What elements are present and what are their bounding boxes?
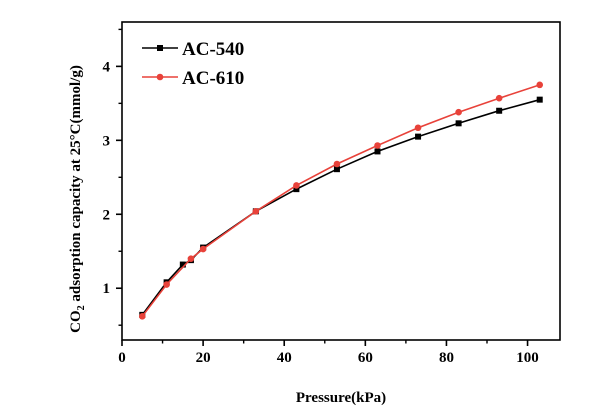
data-point-circle bbox=[495, 94, 503, 102]
data-point-circle bbox=[252, 208, 260, 215]
legend: AC-540 AC-610 bbox=[142, 39, 244, 89]
plot-border bbox=[121, 21, 561, 341]
data-point-square bbox=[179, 261, 186, 268]
x-axis-label: Pressure(kPa) bbox=[296, 390, 386, 406]
data-point-square bbox=[496, 107, 503, 114]
y-tick-label: 3 bbox=[103, 133, 111, 149]
y-tick-label: 2 bbox=[103, 207, 111, 223]
x-tick-label: 80 bbox=[439, 350, 454, 366]
data-point-circle bbox=[187, 255, 195, 262]
data-point-circle bbox=[536, 81, 544, 89]
x-tick-label: 60 bbox=[358, 350, 373, 366]
x-tick-label: 40 bbox=[277, 350, 292, 366]
data-point-circle bbox=[374, 142, 381, 149]
data-point-circle bbox=[414, 124, 422, 132]
y-tick-label: 1 bbox=[103, 281, 111, 297]
data-point-square bbox=[536, 96, 543, 103]
data-point-circle bbox=[138, 313, 146, 320]
data-point-square bbox=[415, 133, 422, 140]
data-point-circle bbox=[455, 108, 462, 116]
data-point-circle bbox=[199, 245, 207, 253]
series-ac-610 bbox=[138, 81, 544, 320]
data-point-square bbox=[293, 186, 300, 193]
data-point-square bbox=[455, 120, 462, 127]
y-tick-label: 4 bbox=[103, 59, 111, 75]
legend-marker-circle bbox=[156, 73, 164, 81]
y-axis-label: CO2 adsorption capacity at 25°C(mmol/g) bbox=[68, 65, 87, 333]
x-tick-label: 100 bbox=[516, 350, 539, 366]
series-line bbox=[141, 84, 540, 317]
plot-frame bbox=[121, 21, 561, 341]
data-point-circle bbox=[293, 182, 300, 189]
data-point-circle bbox=[163, 281, 170, 288]
data-point-square bbox=[333, 166, 340, 173]
series-line bbox=[141, 98, 540, 316]
legend-label: AC-540 bbox=[182, 39, 244, 60]
legend-marker-square bbox=[157, 45, 163, 51]
x-tick-label: 0 bbox=[118, 350, 126, 366]
series-layer bbox=[138, 81, 544, 320]
legend-label: AC-610 bbox=[182, 68, 244, 89]
series-ac-540 bbox=[139, 96, 543, 318]
axis-ticks: 0 20 40 60 80 100 1 2 3 4 bbox=[103, 28, 539, 366]
data-point-square bbox=[374, 148, 381, 155]
x-tick-label: 20 bbox=[196, 350, 211, 366]
data-point-circle bbox=[333, 160, 341, 168]
